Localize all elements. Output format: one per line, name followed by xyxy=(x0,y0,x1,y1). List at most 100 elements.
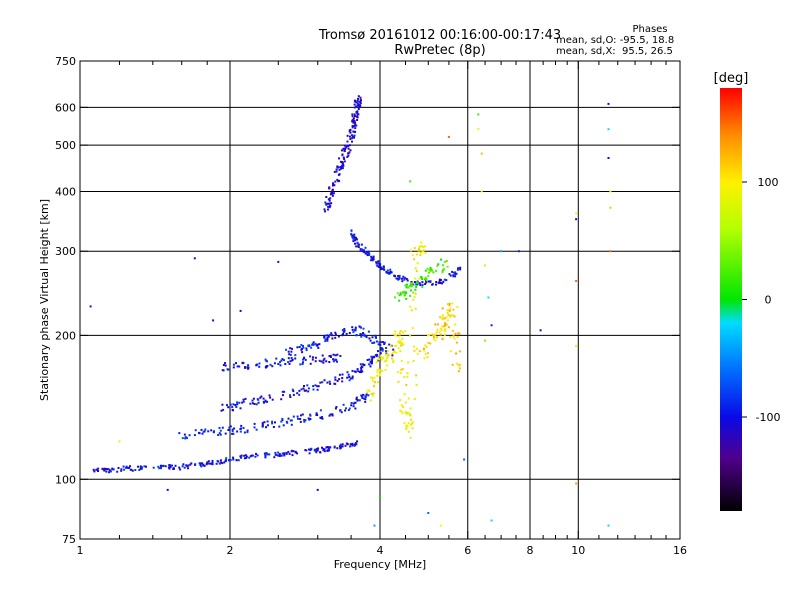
data-point xyxy=(375,262,378,265)
data-point xyxy=(334,376,337,379)
phases-summary: Phases mean, sd,O: -95.5, 18.8 mean, sd,… xyxy=(556,24,726,57)
data-point xyxy=(396,292,399,295)
data-point xyxy=(316,488,319,491)
data-point xyxy=(364,334,367,337)
data-point xyxy=(410,285,413,288)
data-point xyxy=(373,376,376,379)
data-point xyxy=(249,455,252,458)
data-point xyxy=(334,378,337,381)
data-point xyxy=(342,332,345,335)
data-point xyxy=(379,495,381,498)
data-point xyxy=(187,464,190,467)
data-point xyxy=(425,345,428,348)
data-point xyxy=(424,245,426,248)
data-point xyxy=(166,488,169,491)
data-point xyxy=(355,398,358,401)
data-point xyxy=(455,272,458,275)
data-point xyxy=(353,401,356,404)
y-tick-label: 75 xyxy=(62,533,76,546)
data-point xyxy=(352,117,355,120)
data-point xyxy=(420,251,422,254)
data-point xyxy=(346,155,349,158)
data-point xyxy=(444,328,447,330)
data-point xyxy=(278,455,281,457)
data-point xyxy=(212,319,215,322)
data-point xyxy=(348,379,351,382)
data-point xyxy=(398,299,401,302)
data-point xyxy=(441,337,444,340)
data-point xyxy=(401,342,404,345)
data-point xyxy=(342,164,345,167)
data-point xyxy=(454,323,457,326)
data-point xyxy=(376,374,379,377)
data-point xyxy=(575,482,578,485)
data-point xyxy=(323,357,326,360)
data-point xyxy=(400,344,402,347)
data-point xyxy=(403,375,406,378)
data-point xyxy=(238,401,241,404)
data-point xyxy=(346,140,349,143)
data-point xyxy=(347,409,350,411)
data-point xyxy=(353,370,356,373)
data-point xyxy=(372,342,375,344)
data-point xyxy=(445,279,448,282)
data-point xyxy=(281,358,284,361)
chart-title-line2: RwPretec (8p) xyxy=(394,43,486,58)
data-point xyxy=(139,467,142,470)
data-point xyxy=(449,307,452,310)
data-point xyxy=(228,426,231,429)
data-point xyxy=(477,128,480,131)
data-point xyxy=(287,350,290,353)
data-point xyxy=(289,353,292,356)
data-point xyxy=(349,131,352,134)
data-point xyxy=(354,242,356,245)
data-point xyxy=(360,367,363,370)
data-point xyxy=(296,415,299,418)
data-point xyxy=(445,260,448,263)
data-point xyxy=(398,342,401,344)
data-point xyxy=(398,294,401,297)
data-point xyxy=(385,360,388,362)
data-point xyxy=(375,261,378,264)
data-point xyxy=(232,363,235,366)
data-point xyxy=(266,365,269,368)
data-point xyxy=(409,418,412,421)
data-point xyxy=(291,358,294,361)
data-point xyxy=(421,286,424,288)
chart-title-line1: Tromsø 20161012 00:16:00-00:17:43 xyxy=(318,28,562,43)
data-point xyxy=(395,344,398,347)
data-point xyxy=(264,399,267,402)
data-point xyxy=(278,425,281,428)
data-point xyxy=(409,334,412,337)
data-point xyxy=(334,407,337,410)
data-point xyxy=(431,269,434,272)
data-point xyxy=(143,465,146,468)
data-point xyxy=(229,459,232,462)
data-point xyxy=(332,192,335,195)
data-point xyxy=(298,393,301,396)
data-point xyxy=(377,343,380,346)
data-point xyxy=(359,102,362,105)
data-point xyxy=(399,350,402,353)
data-point xyxy=(409,305,412,308)
data-point xyxy=(309,355,312,358)
data-point xyxy=(432,338,435,341)
data-point xyxy=(367,250,370,253)
data-point xyxy=(428,268,431,271)
data-point xyxy=(379,355,382,358)
y-tick-label: 400 xyxy=(55,185,76,198)
data-point xyxy=(312,356,314,359)
data-point xyxy=(357,104,360,107)
data-point xyxy=(434,323,437,326)
data-point xyxy=(231,406,234,408)
data-point xyxy=(357,95,360,98)
data-point xyxy=(428,333,431,336)
data-point xyxy=(353,236,356,239)
data-point xyxy=(451,302,454,305)
data-point xyxy=(246,429,249,432)
data-point xyxy=(329,356,332,358)
data-point xyxy=(382,357,385,360)
data-point xyxy=(353,238,356,240)
data-point xyxy=(277,451,280,454)
data-point xyxy=(359,333,362,335)
